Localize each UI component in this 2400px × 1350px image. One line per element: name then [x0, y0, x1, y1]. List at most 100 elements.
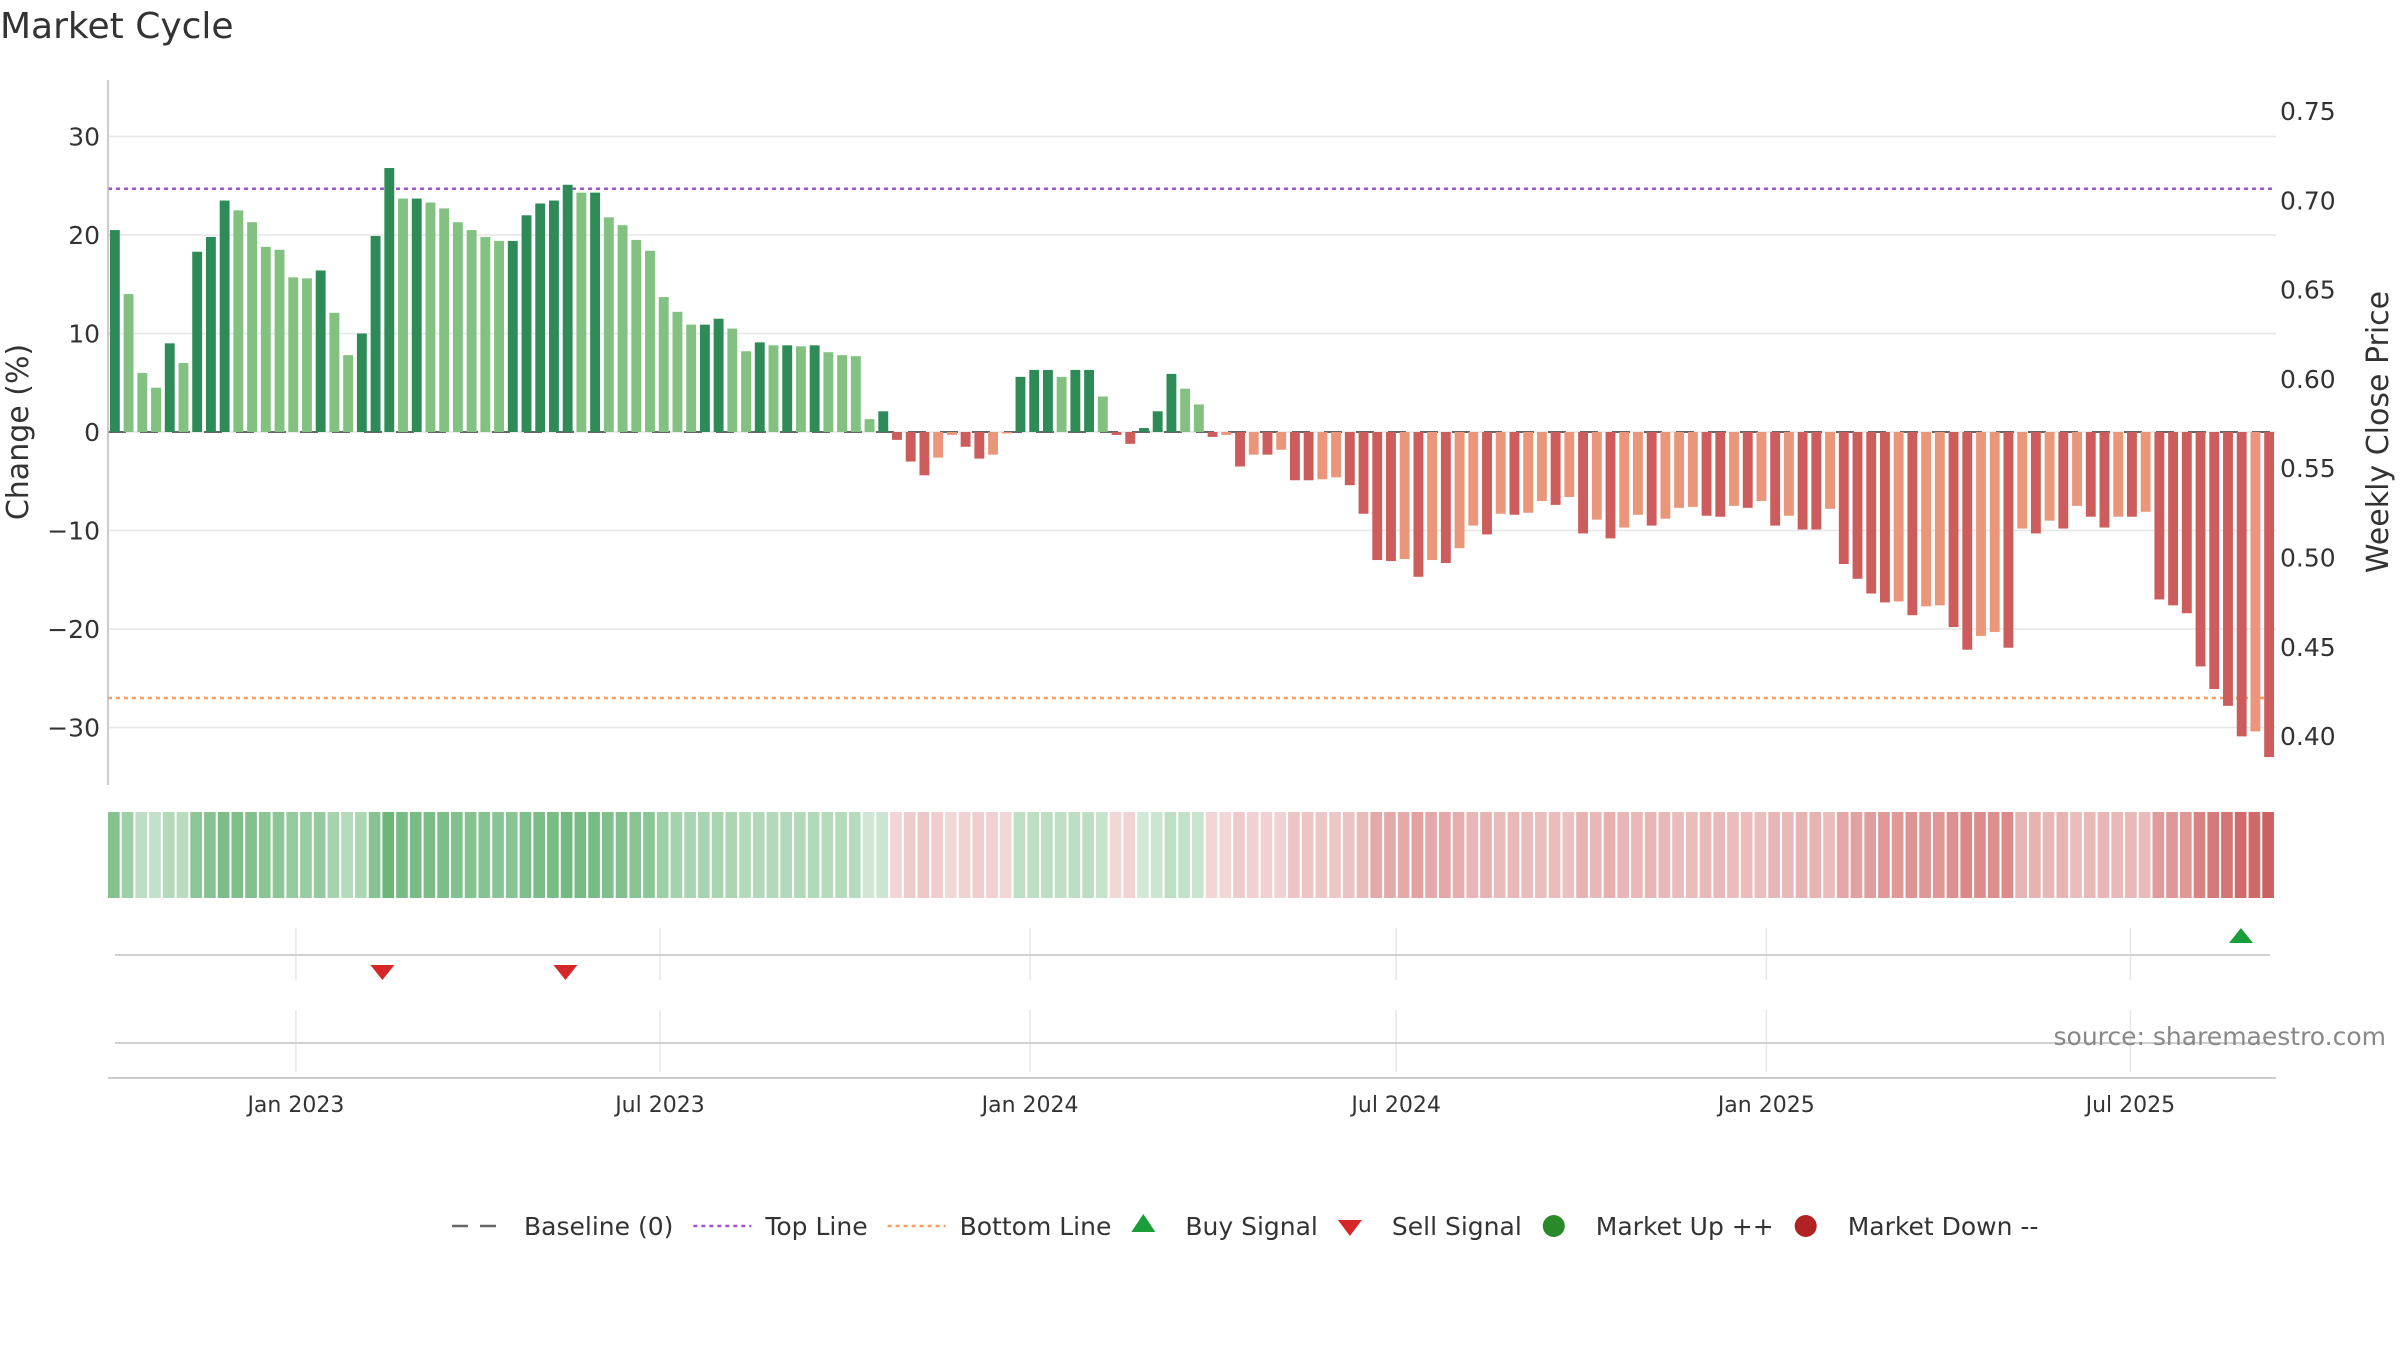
strip-cell	[821, 812, 834, 898]
left-tick-label: 20	[68, 221, 100, 250]
strip-cell	[1850, 812, 1863, 898]
change-bar	[617, 225, 628, 432]
strip-cell	[1699, 812, 1712, 898]
strip-cell	[1260, 812, 1273, 898]
change-bar	[260, 246, 271, 432]
strip-cell	[999, 812, 1012, 898]
change-bar	[151, 387, 161, 432]
right-axis-ticks: 0.75 0.70 0.65 0.60 0.55 0.50 0.45 0.40	[2280, 97, 2336, 751]
change-bar	[960, 432, 971, 447]
change-bar	[905, 432, 916, 462]
change-bar	[2209, 432, 2220, 690]
change-bar	[1056, 376, 1067, 432]
momentum-strip	[108, 812, 2274, 898]
strip-cell	[1082, 812, 1094, 898]
change-bar	[192, 251, 203, 432]
strip-cell	[1054, 812, 1067, 898]
change-bar	[974, 432, 985, 459]
change-bar	[1386, 432, 1396, 562]
legend-label: Buy Signal	[1185, 1212, 1318, 1241]
strip-cell	[1727, 812, 1739, 898]
change-bar	[1687, 432, 1698, 507]
strip-cell	[327, 812, 340, 898]
strip-cell	[890, 812, 902, 898]
strip-cell	[2056, 812, 2069, 898]
strip-cell	[1397, 812, 1410, 898]
change-bar	[1550, 432, 1561, 505]
strip-cell	[382, 812, 395, 898]
strip-cell	[245, 812, 257, 898]
strip-cell	[1370, 812, 1383, 898]
strip-cell	[588, 812, 600, 898]
strip-cell	[272, 812, 285, 898]
x-tick-label: Jul 2023	[613, 1093, 705, 1118]
change-bar	[1166, 373, 1177, 432]
x-axis-ticks: Jan 2023 Jul 2023 Jan 2024 Jul 2024 Jan 2025…	[108, 1077, 2276, 1118]
change-bar	[1042, 369, 1053, 432]
change-bar	[1742, 432, 1753, 508]
change-bar	[247, 222, 258, 432]
strip-cell	[121, 812, 134, 898]
change-bar	[1248, 432, 1259, 455]
change-bar	[1660, 432, 1671, 519]
legend-up-swatch	[1542, 1215, 1565, 1237]
change-bar	[1921, 432, 1932, 607]
strip-cell	[1246, 812, 1259, 898]
change-bar	[1715, 432, 1726, 517]
change-bar	[1578, 432, 1588, 534]
change-bar	[1989, 432, 2000, 632]
strip-cell	[1740, 812, 1753, 898]
change-bar	[850, 356, 861, 432]
market-up-down-panel	[115, 1010, 2270, 1072]
change-bar	[1825, 432, 1835, 509]
strip-cell	[2083, 812, 2096, 898]
left-tick-label: −20	[47, 615, 100, 644]
change-bar	[466, 230, 477, 432]
change-bar	[919, 432, 930, 476]
strip-cell	[451, 812, 463, 898]
legend-buy-swatch	[1131, 1214, 1156, 1232]
left-tick-label: 30	[68, 123, 100, 152]
change-bar	[2058, 432, 2069, 529]
change-bar	[1111, 432, 1122, 435]
change-bar	[1907, 432, 1918, 616]
strip-cell	[313, 812, 326, 898]
legend: Baseline (0) Top Line Bottom Line Buy Signa…	[452, 1212, 2038, 1241]
right-tick-label: 0.75	[2280, 97, 2336, 126]
change-bar	[109, 230, 120, 432]
strip-cell	[2207, 812, 2220, 898]
change-bar	[329, 312, 340, 432]
strip-cell	[1960, 812, 1973, 898]
change-bar	[672, 311, 683, 432]
change-bar	[178, 363, 189, 432]
strip-cell	[931, 812, 943, 898]
change-bar	[1193, 404, 1204, 432]
change-bar	[1495, 432, 1506, 514]
change-bar	[892, 432, 902, 440]
change-bar	[741, 351, 751, 432]
strip-cell	[2125, 812, 2137, 898]
change-bar	[1276, 432, 1287, 450]
change-bar	[1139, 428, 1149, 432]
change-bar	[1866, 432, 1877, 594]
left-tick-label: 10	[68, 320, 100, 349]
strip-cell	[2262, 812, 2274, 898]
change-bar	[2072, 432, 2082, 506]
strip-cell	[1631, 812, 1643, 898]
change-bar	[1674, 432, 1685, 508]
strip-cell	[2042, 812, 2055, 898]
strip-cell	[1644, 812, 1657, 898]
right-tick-label: 0.60	[2280, 365, 2336, 394]
change-bar	[315, 270, 326, 432]
right-tick-label: 0.65	[2280, 276, 2336, 305]
change-bar	[2113, 432, 2124, 517]
right-axis-title: Weekly Close Price	[2361, 291, 2396, 573]
strip-cell	[1685, 812, 1698, 898]
strip-cell	[409, 812, 422, 898]
change-bar	[1852, 432, 1863, 579]
strip-cell	[1013, 812, 1026, 898]
legend-label: Top Line	[764, 1212, 867, 1241]
change-bar	[274, 249, 285, 432]
strip-cell	[2221, 812, 2233, 898]
